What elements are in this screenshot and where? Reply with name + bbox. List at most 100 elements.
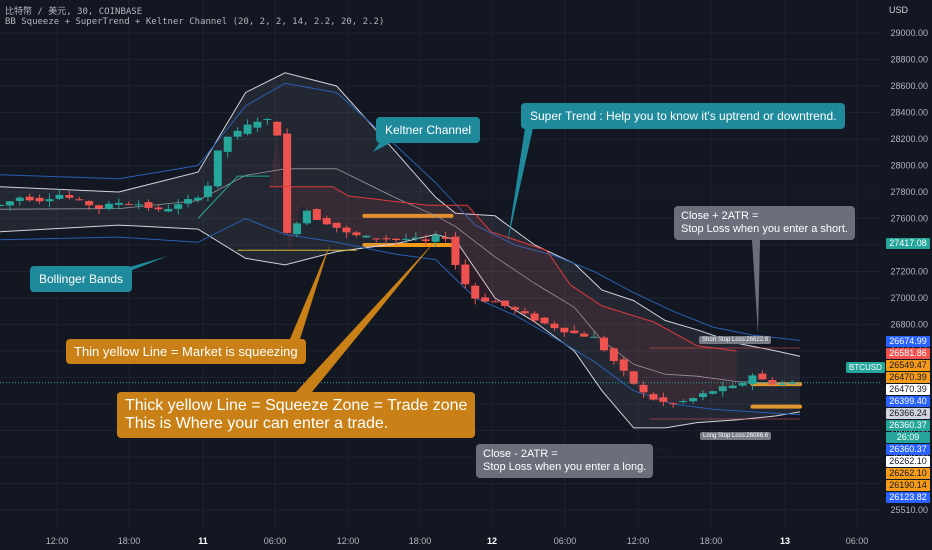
candle-body (629, 371, 638, 384)
bollinger-upper (0, 72, 801, 357)
price-badge: 26123.82 (886, 492, 930, 504)
candle-body (510, 307, 519, 310)
candle-body (768, 379, 777, 385)
candle-body (609, 348, 618, 361)
bollinger-annotation[interactable]: Bollinger Bands (30, 266, 133, 292)
candle-body (669, 403, 678, 405)
candle-body (174, 204, 183, 209)
candle-body (263, 118, 272, 120)
candle-body (431, 235, 440, 242)
candle-body (421, 239, 430, 242)
candle-body (362, 235, 371, 238)
candle-body (273, 121, 282, 136)
thick-yellow-annotation[interactable]: Thick yellow Line = Squeeze Zone = Trade… (117, 392, 476, 438)
candle-body (520, 311, 529, 314)
price-badge: 26581.86 (886, 348, 930, 360)
x-tick-label: 12 (486, 536, 498, 546)
x-tick-label: 18:00 (117, 536, 141, 546)
trend-lines (0, 133, 880, 420)
candle-body (639, 384, 648, 393)
candle-body (352, 232, 361, 236)
x-tick-label: 12:00 (336, 536, 360, 546)
candle-body (758, 373, 767, 380)
supertrend-up-line (197, 175, 270, 219)
y-tick-label: 27000.00 (890, 293, 928, 303)
candle-body (35, 197, 44, 202)
candle-body (45, 199, 54, 202)
x-tick-label: 12:00 (45, 536, 69, 546)
bollinger-lower (0, 224, 801, 429)
supertrend-annotation[interactable]: Super Trend : Help you to know it's uptr… (521, 103, 846, 129)
y-tick-label: 27200.00 (890, 267, 928, 277)
candle-body (15, 197, 24, 201)
price-badge: 26360.37 (886, 420, 930, 432)
candles (0, 117, 797, 408)
close-plus-pointer (752, 240, 760, 334)
candle-body (401, 238, 410, 240)
y-tick-label: 27600.00 (890, 214, 928, 224)
candle-body (599, 337, 608, 351)
candle-body (134, 204, 143, 206)
candle-body (312, 209, 321, 220)
candle-body (570, 330, 579, 334)
short-stop-label: Short Stop Loss:26622.8 (699, 336, 772, 344)
symbol-tag: BTCUSD (846, 362, 885, 373)
candle-body (124, 204, 133, 206)
candle-body (540, 317, 549, 324)
price-badge: 26190.14 (886, 480, 930, 492)
candle-body (154, 207, 163, 210)
y-tick-label: 28000.00 (890, 161, 928, 171)
x-tick-label: 18:00 (408, 536, 432, 546)
candle-body (253, 121, 262, 128)
candle-body (342, 227, 351, 233)
price-badge: 26262.10 (886, 468, 930, 480)
thin-yellow-annotation[interactable]: Thin yellow Line = Market is squeezing (66, 339, 306, 364)
candle-body (372, 238, 381, 240)
close-plus-atr-annotation[interactable]: Close + 2ATR = Stop Loss when you enter … (674, 206, 855, 240)
y-tick-label: 28200.00 (890, 134, 928, 144)
keltner-pointer (373, 142, 392, 152)
candle-body (213, 150, 222, 187)
keltner-annotation[interactable]: Keltner Channel (376, 117, 481, 143)
y-tick-label: 27800.00 (890, 187, 928, 197)
supertrend-fill (269, 133, 737, 404)
candle-body (788, 382, 797, 384)
candle-body (471, 285, 480, 299)
currency-label: USD (889, 5, 909, 15)
symbol-title: 比特幣 / 美元, 30, COINBASE (5, 7, 143, 17)
candle-body (550, 323, 559, 329)
y-tick-label: 29000.00 (890, 28, 928, 38)
candle-body (689, 398, 698, 402)
close-minus-atr-annotation[interactable]: Close - 2ATR = Stop Loss when you enter … (476, 444, 654, 478)
y-tick-label: 28400.00 (890, 108, 928, 118)
candle-body (649, 394, 658, 400)
candle-body (619, 359, 628, 371)
candle-body (698, 393, 707, 398)
candle-body (530, 313, 539, 321)
candle-body (728, 385, 737, 389)
long-stop-label: Long Stop Loss:26086.6 (700, 432, 772, 440)
candle-body (144, 202, 153, 208)
candle-body (322, 218, 331, 225)
candle-body (461, 264, 470, 285)
candle-body (590, 336, 599, 338)
candle-body (441, 237, 450, 239)
candle-body (283, 133, 292, 233)
candle-body (65, 194, 74, 198)
candle-body (164, 208, 173, 212)
candle-body (411, 237, 420, 240)
bollinger-basis (0, 168, 801, 385)
x-tick-label: 06:00 (845, 536, 869, 546)
candle-body (451, 236, 460, 265)
candle-body (203, 185, 212, 197)
candle-body (114, 202, 123, 205)
candle-body (302, 210, 311, 224)
candle-body (659, 397, 668, 402)
candle-body (243, 124, 252, 134)
candle-body (55, 194, 64, 199)
candle-body (382, 238, 391, 240)
x-tick-label: 06:00 (263, 536, 287, 546)
candle-body (223, 136, 232, 152)
y-tick-label: 26800.00 (890, 320, 928, 330)
